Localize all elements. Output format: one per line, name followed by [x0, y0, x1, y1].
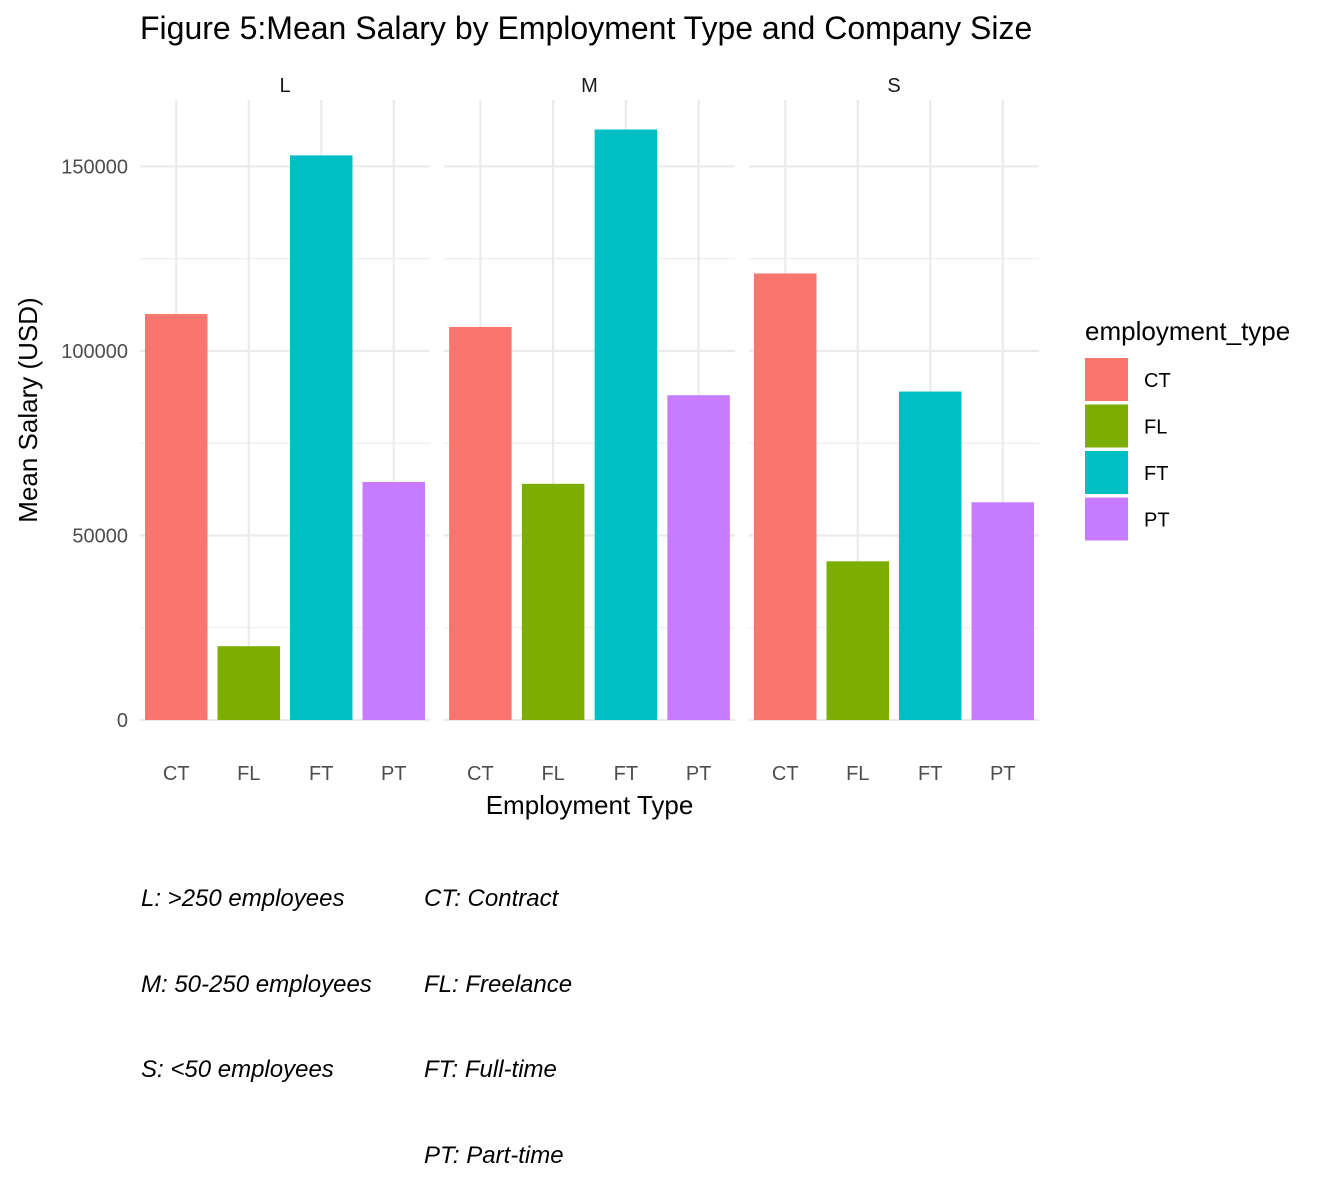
x-tick-label: FT — [918, 763, 942, 785]
y-tick-label: 100000 — [61, 341, 128, 363]
bar-S-CT — [754, 273, 817, 720]
bar-L-CT — [145, 314, 208, 720]
faceted-bar-chart: L CT FL FT PT M CT FL FT PT S CT FL FT PT 0 50000 100000 1… — [13, 10, 1290, 820]
x-tick-label: PT — [686, 763, 712, 785]
caption-line: M: 50-250 employees — [141, 970, 372, 998]
caption-line: PT: Part-time — [424, 1141, 564, 1169]
x-tick-label: CT — [467, 763, 494, 785]
bar-M-CT — [449, 326, 512, 720]
x-tick-label: FT — [309, 763, 333, 785]
bar-M-FT — [594, 129, 658, 720]
caption-line: L: >250 employees — [141, 885, 345, 912]
facet-label: S — [887, 75, 900, 97]
bar-S-FL — [826, 561, 889, 720]
x-tick-label: PT — [990, 763, 1016, 785]
legend-key-FT — [1085, 451, 1128, 494]
x-axis-label: Employment Type — [486, 790, 694, 820]
x-tick-label: PT — [381, 763, 407, 785]
chart-title: Figure 5:Mean Salary by Employment Type … — [140, 10, 1032, 46]
caption-line: FL: Freelance — [424, 970, 573, 998]
facet-label: L — [279, 75, 290, 97]
bar-S-PT — [971, 502, 1034, 720]
bar-L-FT — [290, 155, 353, 720]
y-tick-label: 150000 — [61, 156, 128, 178]
x-tick-label: FL — [541, 763, 564, 785]
caption-employment-type: CT: Contract FL: Freelance FT: Full-time… — [424, 828, 572, 1199]
caption-line: S: <50 employees — [141, 1056, 334, 1083]
caption-company-size: L: >250 employees M: 50-250 employees S:… — [141, 828, 372, 1113]
bar-L-PT — [362, 481, 425, 720]
caption-line: FT: Full-time — [424, 1056, 557, 1083]
x-tick-label: FT — [614, 763, 638, 785]
x-tick-label: CT — [772, 763, 799, 785]
legend-title: employment_type — [1085, 316, 1290, 346]
legend-key-FL — [1085, 404, 1128, 448]
bar-M-FL — [521, 483, 585, 720]
legend-label: FT — [1144, 463, 1168, 485]
caption-line: CT: Contract — [424, 885, 559, 912]
facet-label: M — [581, 75, 598, 97]
y-tick-label: 50000 — [72, 525, 128, 547]
bar-M-PT — [667, 395, 730, 720]
x-tick-label: FL — [237, 763, 260, 785]
bar-S-FT — [899, 391, 962, 720]
legend-key-PT — [1085, 497, 1128, 541]
legend-label: FL — [1144, 417, 1167, 439]
legend-label: CT — [1144, 370, 1171, 392]
bar-L-FL — [217, 646, 280, 720]
y-tick-label: 0 — [117, 710, 128, 732]
legend-label: PT — [1144, 510, 1170, 532]
x-tick-label: CT — [163, 763, 190, 785]
legend-key-CT — [1085, 358, 1128, 401]
y-axis-label: Mean Salary (USD) — [13, 297, 43, 522]
x-tick-label: FL — [846, 763, 869, 785]
